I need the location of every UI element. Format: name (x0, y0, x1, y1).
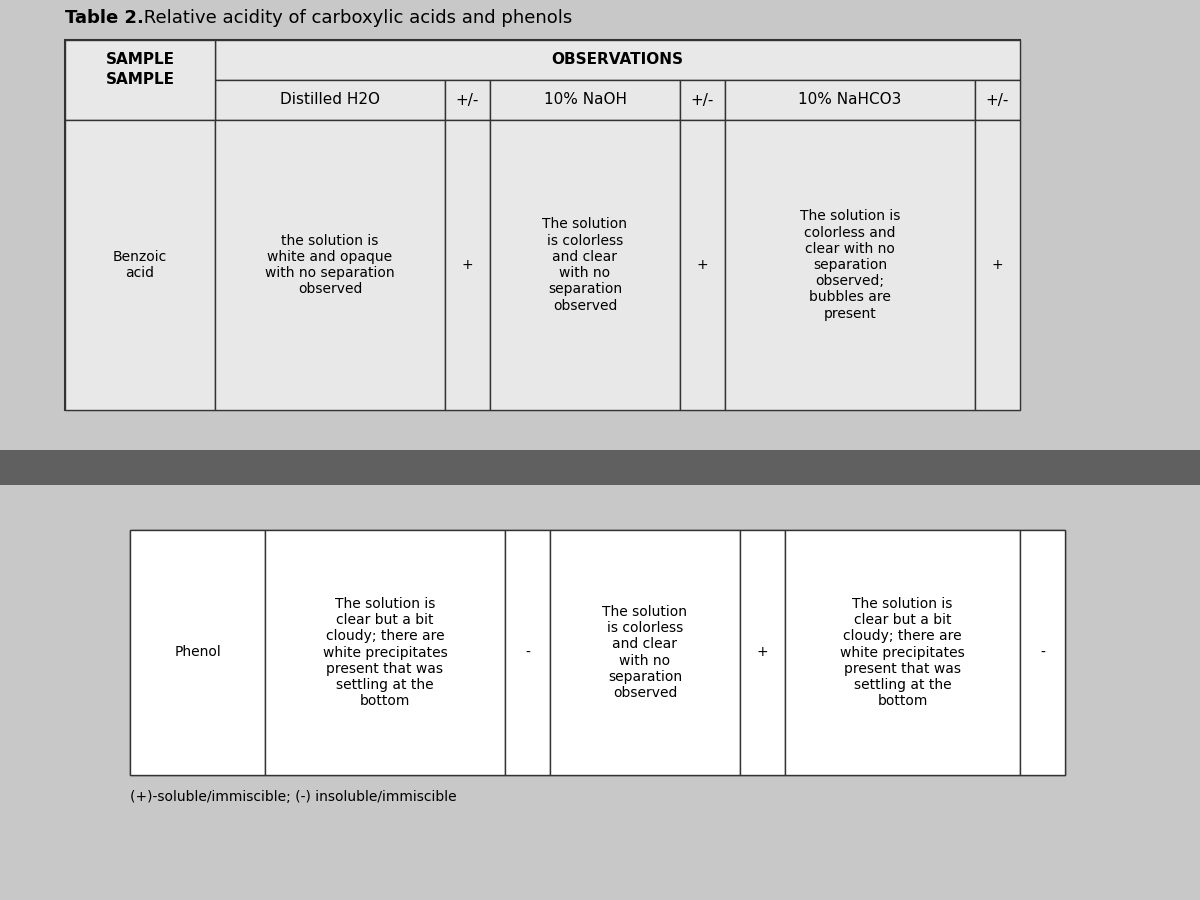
Text: +: + (757, 645, 768, 660)
Text: Distilled H2O: Distilled H2O (280, 93, 380, 107)
Bar (215, 40, 1020, 80)
Bar (550, 530, 740, 775)
Text: +: + (697, 258, 708, 272)
Text: OBSERVATIONS: OBSERVATIONS (552, 52, 684, 68)
Bar (785, 530, 1020, 775)
Bar (65, 120, 215, 410)
Text: SAMPLE: SAMPLE (106, 52, 174, 68)
Text: Benzoic
acid: Benzoic acid (113, 250, 167, 280)
Text: +/-: +/- (986, 93, 1009, 107)
Bar (725, 120, 974, 410)
Text: Relative acidity of carboxylic acids and phenols: Relative acidity of carboxylic acids and… (138, 9, 572, 27)
Bar (680, 120, 725, 410)
Text: SAMPLE: SAMPLE (106, 73, 174, 87)
Text: -: - (526, 645, 530, 660)
Bar (65, 40, 1020, 410)
Bar (725, 80, 974, 120)
Bar (974, 80, 1020, 120)
Bar (505, 530, 550, 775)
Bar (130, 530, 265, 775)
Text: The solution
is colorless
and clear
with no
separation
observed: The solution is colorless and clear with… (602, 605, 688, 700)
Text: Table 2.: Table 2. (65, 9, 144, 27)
Text: Phenol: Phenol (174, 645, 221, 660)
Text: 10% NaHCO3: 10% NaHCO3 (798, 93, 901, 107)
Text: The solution is
clear but a bit
cloudy; there are
white precipitates
present tha: The solution is clear but a bit cloudy; … (323, 597, 448, 708)
Bar (1020, 530, 1066, 775)
Bar (215, 80, 445, 120)
Bar (215, 120, 445, 410)
Bar (130, 530, 1066, 775)
Text: +: + (991, 258, 1003, 272)
Text: The solution
is colorless
and clear
with no
separation
observed: The solution is colorless and clear with… (542, 218, 628, 312)
Text: +/-: +/- (456, 93, 479, 107)
Bar (265, 530, 505, 775)
Bar (0, 450, 1200, 485)
Bar (740, 530, 785, 775)
Text: 10% NaOH: 10% NaOH (544, 93, 626, 107)
Bar (65, 40, 215, 120)
Text: +/-: +/- (691, 93, 714, 107)
Bar (490, 80, 680, 120)
Text: the solution is
white and opaque
with no separation
observed: the solution is white and opaque with no… (265, 234, 395, 296)
Text: (+)-soluble/immiscible; (-) insoluble/immiscible: (+)-soluble/immiscible; (-) insoluble/im… (130, 790, 457, 804)
Text: The solution is
clear but a bit
cloudy; there are
white precipitates
present tha: The solution is clear but a bit cloudy; … (840, 597, 965, 708)
Bar (680, 80, 725, 120)
Text: The solution is
colorless and
clear with no
separation
observed;
bubbles are
pre: The solution is colorless and clear with… (800, 210, 900, 320)
Bar (445, 80, 490, 120)
Bar (490, 120, 680, 410)
Bar (445, 120, 490, 410)
Bar (65, 40, 215, 80)
Text: -: - (1040, 645, 1045, 660)
Bar (974, 120, 1020, 410)
Text: +: + (462, 258, 473, 272)
